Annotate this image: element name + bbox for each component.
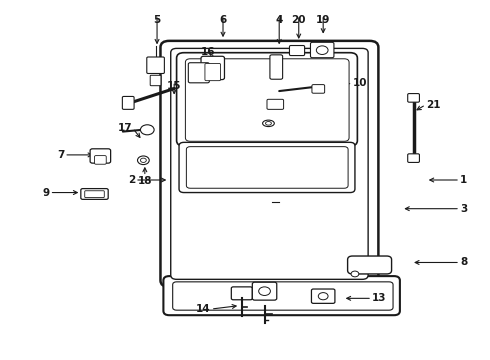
Text: 1: 1 xyxy=(460,175,467,185)
Text: 13: 13 xyxy=(372,293,387,303)
Text: 21: 21 xyxy=(426,100,441,110)
FancyBboxPatch shape xyxy=(205,63,220,81)
Text: 16: 16 xyxy=(201,47,216,57)
Text: 3: 3 xyxy=(460,204,467,214)
FancyBboxPatch shape xyxy=(267,99,284,109)
Text: 2: 2 xyxy=(128,175,135,185)
Ellipse shape xyxy=(266,122,271,125)
FancyBboxPatch shape xyxy=(270,55,283,79)
Ellipse shape xyxy=(263,120,274,127)
Text: 11: 11 xyxy=(274,100,289,110)
Text: 19: 19 xyxy=(316,15,330,25)
Text: 17: 17 xyxy=(118,123,133,133)
FancyBboxPatch shape xyxy=(160,41,378,287)
FancyBboxPatch shape xyxy=(172,282,393,310)
Circle shape xyxy=(138,156,149,165)
Text: 8: 8 xyxy=(460,257,467,267)
FancyBboxPatch shape xyxy=(163,276,400,315)
FancyBboxPatch shape xyxy=(252,282,277,300)
FancyBboxPatch shape xyxy=(408,154,419,162)
Circle shape xyxy=(141,125,154,135)
FancyBboxPatch shape xyxy=(85,191,104,198)
Text: 9: 9 xyxy=(43,188,49,198)
FancyBboxPatch shape xyxy=(311,42,334,58)
Text: 20: 20 xyxy=(292,15,306,25)
FancyBboxPatch shape xyxy=(147,57,164,73)
Circle shape xyxy=(141,158,147,162)
FancyBboxPatch shape xyxy=(312,85,325,93)
Text: 5: 5 xyxy=(153,15,161,25)
Text: 6: 6 xyxy=(220,15,227,25)
FancyBboxPatch shape xyxy=(90,149,111,163)
Circle shape xyxy=(318,293,328,300)
Text: 10: 10 xyxy=(352,78,367,88)
FancyBboxPatch shape xyxy=(150,75,161,86)
FancyBboxPatch shape xyxy=(186,147,348,188)
FancyBboxPatch shape xyxy=(179,142,355,193)
FancyBboxPatch shape xyxy=(188,63,209,83)
FancyBboxPatch shape xyxy=(290,45,305,55)
FancyBboxPatch shape xyxy=(231,287,252,300)
Text: 14: 14 xyxy=(196,304,211,314)
FancyBboxPatch shape xyxy=(122,96,134,109)
Circle shape xyxy=(351,271,359,277)
FancyBboxPatch shape xyxy=(185,59,349,141)
FancyBboxPatch shape xyxy=(201,56,224,80)
Text: 15: 15 xyxy=(167,81,181,91)
Text: 7: 7 xyxy=(57,150,64,160)
FancyBboxPatch shape xyxy=(81,189,108,199)
Text: 12: 12 xyxy=(225,118,240,128)
FancyBboxPatch shape xyxy=(171,48,368,279)
Text: 18: 18 xyxy=(138,176,152,186)
Circle shape xyxy=(259,287,270,296)
FancyBboxPatch shape xyxy=(347,256,392,274)
Text: 4: 4 xyxy=(275,15,283,25)
FancyBboxPatch shape xyxy=(312,289,335,303)
FancyBboxPatch shape xyxy=(408,94,419,102)
FancyBboxPatch shape xyxy=(176,53,357,146)
FancyBboxPatch shape xyxy=(95,156,106,164)
Circle shape xyxy=(317,46,328,54)
